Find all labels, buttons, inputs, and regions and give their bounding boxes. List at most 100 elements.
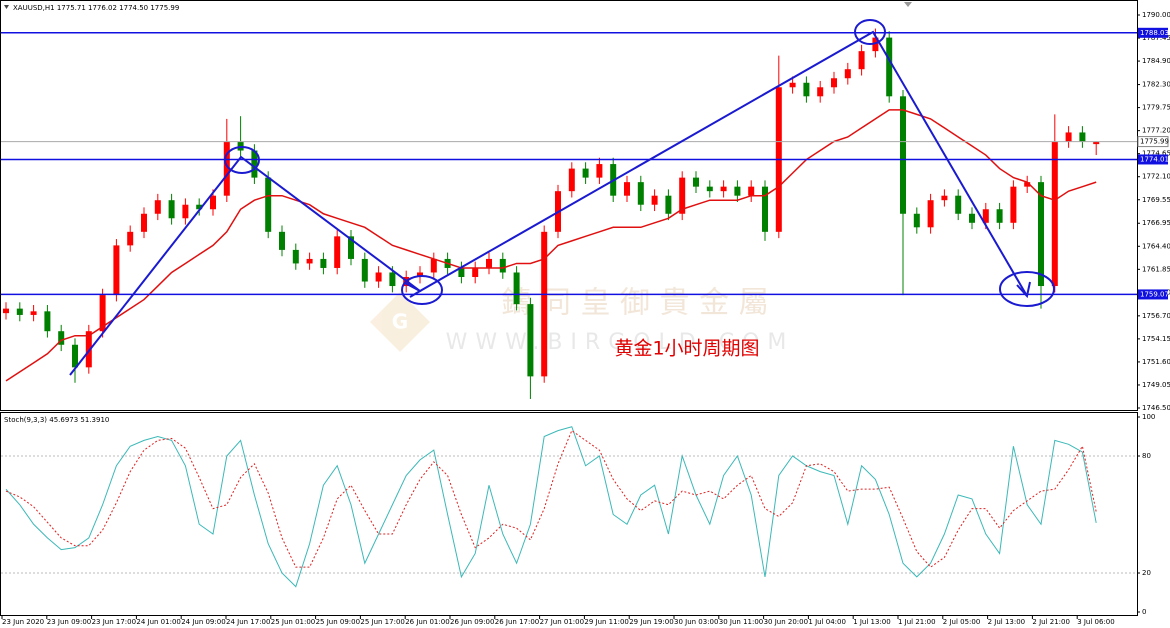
x-tick-label: 1 Jul 13:00 (853, 618, 891, 626)
candle-body (85, 331, 92, 368)
candle-body (58, 331, 65, 345)
y-tick-label: 1777.20 (1142, 127, 1170, 135)
candle-body (499, 258, 506, 273)
y-tick-label: 100 (1142, 413, 1155, 421)
level-label: 1774.01 (1140, 155, 1169, 163)
candle-body (1038, 182, 1044, 287)
x-tick-label: 26 Jun 09:00 (450, 618, 494, 626)
candle-body (996, 209, 1003, 223)
candle-body (320, 258, 327, 268)
level-label: 1788.03 (1140, 29, 1169, 37)
candle-body (941, 195, 948, 201)
candle-body (168, 200, 175, 219)
x-tick-label: 25 Jun 17:00 (360, 618, 404, 626)
candle-body (1093, 141, 1100, 145)
x-tick-label: 1 Jul 04:00 (808, 618, 846, 626)
x-tick-label: 30 Jun 11:00 (719, 618, 763, 626)
x-tick-label: 23 Jun 17:00 (92, 618, 136, 626)
candle-body (872, 37, 879, 52)
y-tick-label: 1756.70 (1142, 312, 1170, 320)
x-tick-label: 3 Jul 06:00 (1077, 618, 1115, 626)
candle-body (637, 182, 644, 205)
candle-body (196, 204, 203, 210)
candle-body (679, 177, 686, 214)
candle-body (279, 231, 285, 250)
candle-body (651, 195, 658, 205)
candle-body (72, 344, 78, 368)
x-tick-label: 23 Jun 2020 (2, 618, 44, 626)
arrow-head (404, 282, 423, 298)
candle-body (30, 311, 37, 315)
level-tag (1138, 289, 1168, 300)
candle-body (306, 258, 313, 264)
x-tick-label: 24 Jun 01:00 (136, 618, 180, 626)
candle-body (969, 213, 975, 223)
y-tick-label: 1754.15 (1142, 335, 1170, 343)
y-tick-label: 1751.60 (1142, 358, 1170, 366)
candle-body (706, 186, 713, 192)
stoch-title: Stoch(9,3,3) 45.6973 51.3910 (4, 416, 109, 424)
candle-body (803, 82, 810, 97)
y-tick-label: 1772.10 (1142, 173, 1170, 181)
candle-body (348, 236, 354, 259)
annotation: 黄金1小时周期图 (614, 338, 759, 360)
candle-body (127, 231, 134, 246)
x-tick-label: 2 Jul 05:00 (943, 618, 981, 626)
shift-marker (904, 2, 912, 7)
candle-body (141, 213, 147, 232)
watermark-url: WWW.BIRGOLD.COM (446, 330, 795, 355)
x-tick-label: 29 Jun 11:00 (584, 618, 628, 626)
candle-body (1079, 132, 1086, 142)
candle-body (955, 195, 962, 214)
x-tick-label: 24 Jun 09:00 (181, 618, 225, 626)
candle-body (624, 182, 630, 196)
candle-body (210, 195, 216, 210)
candle-body (982, 209, 989, 223)
candle-body (541, 231, 548, 377)
candle-body (568, 168, 575, 192)
x-tick-label: 2 Jul 21:00 (1032, 618, 1070, 626)
y-tick-label: 80 (1142, 452, 1151, 460)
x-tick-label: 26 Jun 17:00 (495, 618, 539, 626)
candle-body (113, 245, 120, 296)
circle-mark (401, 275, 443, 305)
candle-body (665, 195, 672, 214)
x-tick-label: 29 Jun 19:00 (629, 618, 673, 626)
candle-body (927, 200, 934, 228)
x-tick-label: 25 Jun 09:00 (316, 618, 360, 626)
price-tag (1137, 136, 1169, 148)
candle-body (3, 308, 9, 314)
candle-body (527, 304, 534, 377)
trend-drawings (69, 19, 1055, 376)
chart-title: XAUUSD,H1 1775.71 1776.02 1774.50 1775.9… (13, 4, 179, 12)
x-tick-label: 23 Jun 09:00 (47, 618, 91, 626)
candle-body (251, 150, 258, 178)
candle-body (844, 69, 851, 79)
candle-body (913, 213, 920, 228)
candle-body (223, 141, 230, 196)
candle-body (1010, 186, 1017, 223)
candle-body (748, 186, 755, 196)
level-tag (1138, 27, 1168, 38)
y-tick-label: 1779.75 (1142, 104, 1170, 112)
circle-mark (224, 146, 260, 174)
symbol-icon (4, 5, 9, 9)
candle-body (361, 258, 368, 282)
candle-body (734, 186, 741, 196)
y-tick-label: 20 (1142, 569, 1151, 577)
x-tick-label: 24 Jun 17:00 (226, 618, 270, 626)
y-tick-label: 1761.85 (1142, 265, 1170, 273)
logo-text: G (392, 310, 408, 334)
candle-body (334, 236, 341, 268)
y-tick-label: 1774.65 (1142, 150, 1170, 158)
candle-body (1024, 182, 1031, 187)
price-label: 1775.99 (1140, 138, 1169, 146)
candle-body (693, 177, 699, 187)
candle-body (486, 258, 492, 268)
stoch-line (5, 429, 1097, 568)
stoch-line (5, 426, 1097, 588)
x-tick-label: 2 Jul 13:00 (988, 618, 1026, 626)
level-tag (1138, 154, 1168, 165)
